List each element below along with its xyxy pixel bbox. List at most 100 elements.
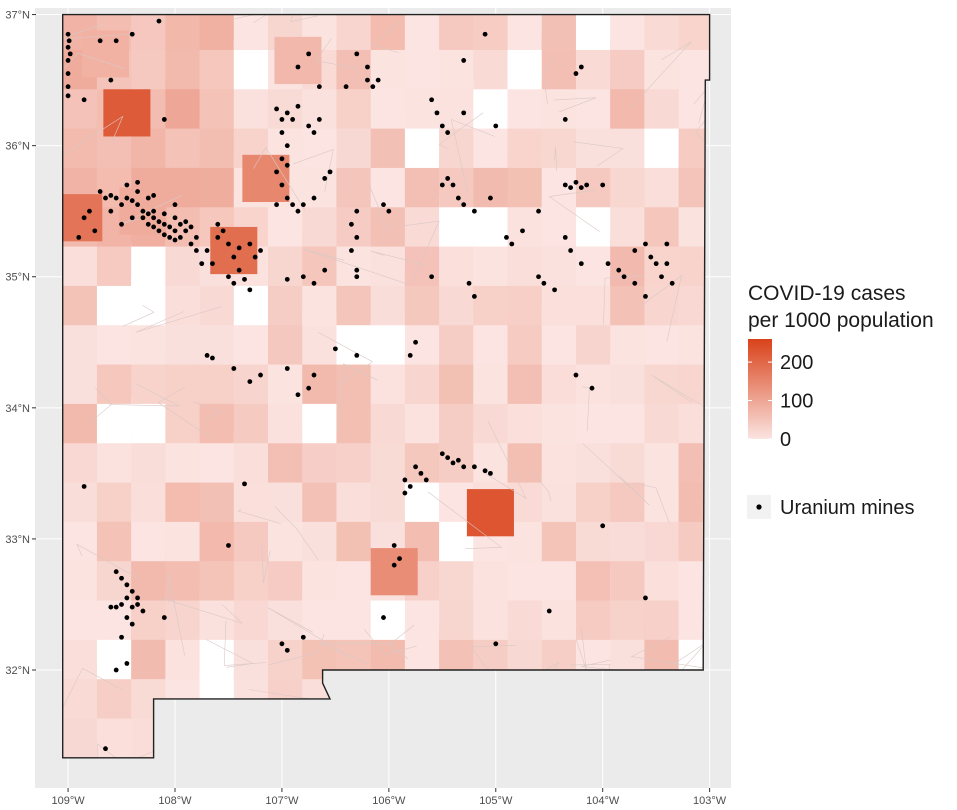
uranium-mine <box>183 219 189 225</box>
uranium-mine <box>311 372 317 378</box>
uranium-mine <box>161 615 167 620</box>
y-tick-label: 36°N <box>5 141 30 153</box>
area-patch <box>268 87 307 129</box>
uranium-mine <box>300 274 306 280</box>
area-patch <box>439 322 477 365</box>
uranium-mine <box>161 211 167 217</box>
area-patch <box>96 243 133 286</box>
area-patch <box>644 244 680 286</box>
uranium-mine <box>461 202 467 208</box>
uranium-mine <box>204 248 210 253</box>
area-patch <box>199 360 234 404</box>
area-patch <box>575 600 611 640</box>
uranium-mine <box>172 202 178 208</box>
area-patch <box>439 240 475 286</box>
uranium-mine <box>386 208 392 214</box>
uranium-mine <box>172 228 178 234</box>
uranium-mine <box>236 267 242 273</box>
area-patch <box>370 320 408 365</box>
uranium-mine <box>290 202 296 208</box>
area-patch <box>610 202 646 247</box>
uranium-mine <box>247 287 253 293</box>
uranium-mine <box>488 195 493 201</box>
uranium-mine <box>284 276 290 282</box>
area-patch <box>199 561 236 601</box>
area-patch <box>473 123 510 168</box>
uranium-mine <box>413 339 418 345</box>
uranium-mine <box>632 248 638 253</box>
area-patch <box>404 14 444 50</box>
uranium-mine <box>103 195 108 201</box>
uranium-mine <box>439 451 445 457</box>
uranium-mine <box>445 130 451 135</box>
uranium-mine <box>65 44 71 50</box>
area-patch <box>370 400 408 444</box>
area-patch <box>644 85 681 129</box>
uranium-mine <box>370 84 376 90</box>
uranium-mine <box>471 294 477 299</box>
x-tick-label: 106°W <box>372 795 406 807</box>
uranium-mine <box>284 195 290 201</box>
legend-title-line2: per 1000 population <box>748 309 934 332</box>
y-axis: 32°N 33°N 34°N 35°N 36°N 37°N <box>5 10 36 677</box>
uranium-mine <box>643 595 648 601</box>
uranium-mine <box>407 484 413 489</box>
legend-ticks: 200 100 0 <box>748 352 813 451</box>
uranium-mine <box>167 235 173 240</box>
uranium-mine <box>504 235 509 240</box>
uranium-mine <box>151 193 157 198</box>
uranium-mine <box>65 71 71 76</box>
uranium-mine <box>327 169 333 175</box>
uranium-mine <box>210 355 215 361</box>
uranium-mine <box>258 248 263 253</box>
uranium-mine-points <box>65 18 675 752</box>
uranium-mine <box>300 202 306 208</box>
uranium-mine <box>124 182 130 188</box>
uranium-mine <box>573 372 579 378</box>
area-patch <box>165 127 203 168</box>
area-patch <box>302 363 340 404</box>
area-patch <box>131 243 171 286</box>
uranium-mine <box>215 235 221 240</box>
uranium-mine <box>568 248 574 253</box>
area-patch <box>575 518 614 562</box>
highlighted-area <box>103 89 151 137</box>
area-patch <box>541 521 582 562</box>
uranium-mine <box>129 621 135 627</box>
uranium-mine <box>391 562 397 568</box>
uranium-mine <box>354 51 360 57</box>
uranium-mine <box>66 38 72 44</box>
uranium-mine <box>365 64 370 70</box>
uranium-mine <box>354 267 360 273</box>
area-patch <box>575 246 616 286</box>
area-patch <box>541 401 580 444</box>
uranium-mine <box>445 455 451 461</box>
uranium-mine <box>295 103 301 109</box>
uranium-mine <box>381 202 386 208</box>
uranium-mine <box>177 235 183 240</box>
uranium-mine <box>140 215 146 221</box>
uranium-mine <box>669 280 675 286</box>
uranium-mine <box>397 556 402 561</box>
uranium-mine <box>183 228 189 234</box>
uranium-mine <box>113 38 119 44</box>
uranium-mine <box>482 31 488 37</box>
area-patch <box>233 14 272 50</box>
highlighted-area <box>466 489 514 537</box>
uranium-mine <box>311 280 317 286</box>
uranium-mine <box>648 254 654 260</box>
uranium-mine <box>161 221 167 227</box>
uranium-mine <box>493 123 499 129</box>
uranium-mine <box>119 634 124 640</box>
area-patch <box>507 362 548 404</box>
uranium-mine <box>664 261 670 267</box>
y-tick-label: 35°N <box>5 272 30 284</box>
uranium-mine <box>381 615 386 620</box>
uranium-mine <box>306 385 312 391</box>
highlighted-area <box>210 226 258 275</box>
uranium-mine <box>365 77 370 83</box>
uranium-mine <box>92 228 98 234</box>
uranium-mine <box>423 477 429 483</box>
uranium-mine <box>135 595 140 601</box>
uranium-mine <box>578 185 584 190</box>
